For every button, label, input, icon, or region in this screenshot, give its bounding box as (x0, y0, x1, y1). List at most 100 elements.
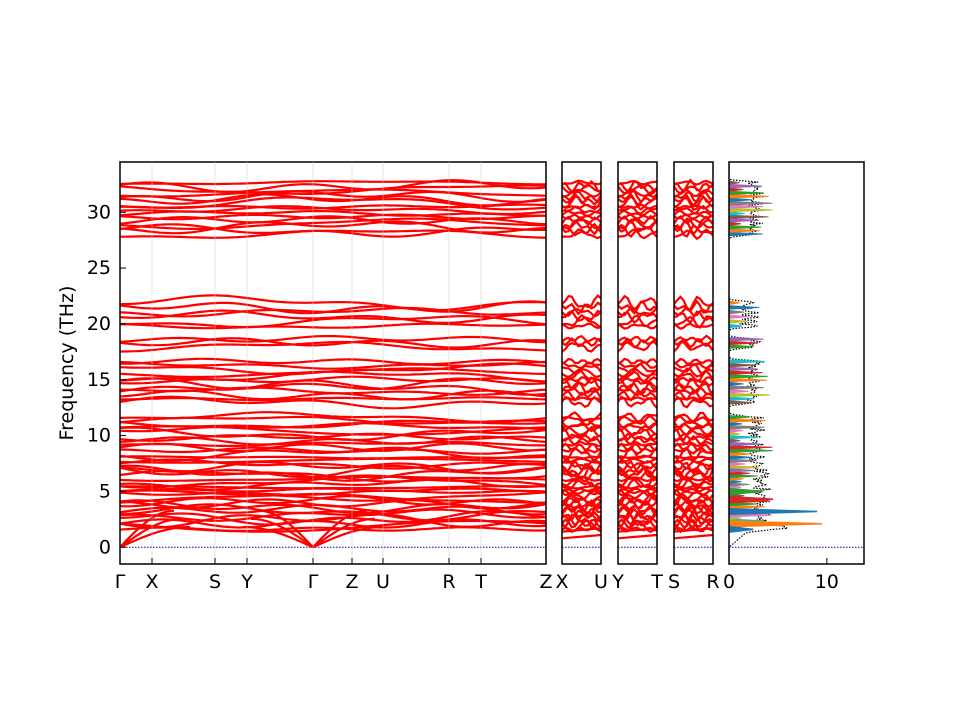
y-tick-label: 30 (87, 201, 111, 223)
band-line (562, 446, 601, 455)
band-line (618, 189, 657, 204)
band-line (562, 489, 601, 497)
acoustic-branch (120, 517, 183, 549)
band-line (618, 460, 657, 474)
x-tick-label: Γ (308, 571, 319, 593)
band-line (562, 489, 601, 501)
band-line (618, 412, 657, 424)
dos-projection (729, 458, 756, 463)
y-axis-label: Frequency (THz) (56, 286, 78, 441)
band-line (562, 509, 601, 523)
band-line (120, 442, 546, 453)
band-line (562, 322, 601, 330)
band-line (618, 447, 657, 456)
band-line (618, 396, 657, 401)
y-tick-label: 10 (87, 425, 111, 447)
y-tick-label: 20 (87, 313, 111, 335)
x-tick-label: Γ (115, 571, 126, 593)
acoustic-branch (312, 509, 368, 549)
dos-projection (729, 319, 748, 324)
band-line (618, 337, 657, 349)
band-line (562, 183, 601, 194)
x-tick-label: T (650, 571, 663, 593)
dos-total (729, 162, 788, 564)
dos-projection (729, 309, 745, 315)
band-line (674, 455, 713, 460)
dos-projection (729, 224, 762, 230)
x-tick-label: U (594, 571, 608, 593)
dos-projection (729, 418, 766, 423)
band-line (562, 396, 601, 402)
band-line (674, 189, 713, 205)
band-line (120, 213, 546, 221)
x-tick-label: S (209, 571, 221, 593)
band-line (562, 203, 601, 210)
band-line (562, 361, 601, 370)
acoustic-branch (312, 517, 376, 549)
acoustic-branch (120, 545, 121, 548)
band-line (120, 322, 546, 330)
band-line (674, 179, 713, 186)
band-line (618, 377, 657, 392)
band-line (120, 489, 546, 502)
dos-projection (729, 431, 740, 437)
dos-projection (729, 231, 763, 237)
band-line (562, 463, 601, 477)
dos-projection (729, 396, 755, 401)
dos-projection (729, 504, 765, 509)
band-line (618, 477, 657, 490)
panel-frame (617, 161, 658, 565)
band-line (674, 338, 713, 349)
band-line (120, 223, 546, 238)
band-line (618, 511, 657, 529)
band-line (618, 375, 657, 385)
dos-projection (729, 305, 759, 310)
band-line (120, 340, 546, 353)
acoustic-branch (258, 509, 314, 549)
band-line (618, 306, 657, 317)
dos-projection (729, 445, 773, 450)
y-tick-label: 0 (99, 536, 111, 558)
dos-projection (729, 451, 751, 457)
band-line (120, 180, 546, 186)
x-tick-label: Y (611, 571, 624, 593)
acoustic-branch (562, 527, 601, 533)
band-line (618, 507, 657, 521)
band-line (562, 411, 601, 422)
x-tick-label: Y (240, 571, 253, 593)
band-line (618, 192, 657, 207)
band-line (120, 478, 546, 491)
dos-projection (729, 211, 745, 216)
dos-projection (729, 204, 764, 209)
band-line (674, 465, 713, 481)
band-line (674, 427, 713, 442)
band-line (562, 294, 601, 309)
dos-projection (729, 392, 770, 398)
band-line (674, 396, 713, 402)
x-tick-label: T (474, 571, 487, 593)
band-line (562, 218, 601, 230)
band-line (120, 411, 546, 424)
band-line (120, 463, 546, 479)
dos-projection (729, 218, 759, 223)
band-line (674, 440, 713, 448)
band-line (618, 440, 657, 447)
band-line (674, 299, 713, 314)
dos-projection (729, 381, 744, 387)
band-line (618, 489, 657, 497)
band-line (618, 300, 657, 315)
acoustic-branch (250, 517, 314, 549)
dos-projection (729, 428, 744, 433)
band-lines (562, 179, 601, 548)
band-line (674, 322, 713, 330)
dos-projection (729, 340, 758, 346)
dos-projection (729, 501, 758, 507)
band-line (120, 498, 546, 510)
dos-projection (729, 400, 751, 405)
acoustic-branch (674, 533, 713, 540)
x-tick-label: U (376, 571, 390, 593)
dos-projection (729, 377, 767, 383)
